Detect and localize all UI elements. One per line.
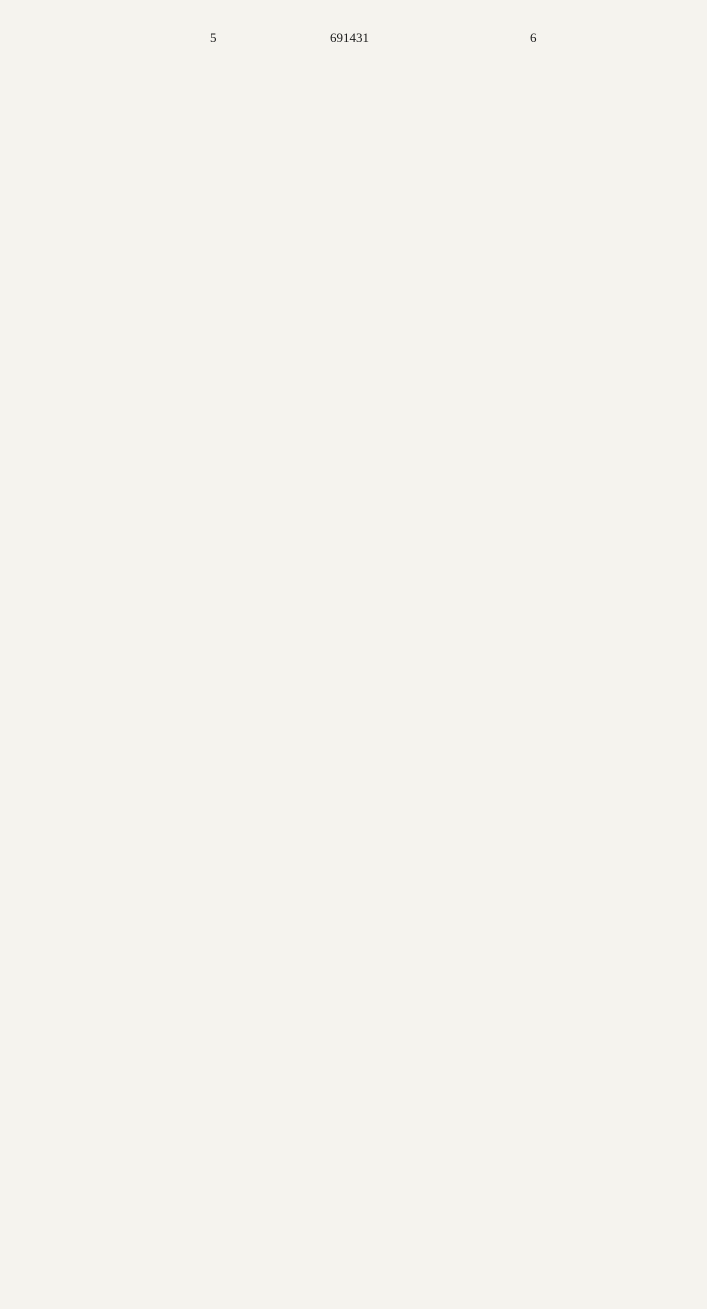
document-number: 691431 <box>330 30 369 46</box>
page-number-left: 5 <box>210 30 217 46</box>
page-number-right: 6 <box>530 30 537 46</box>
